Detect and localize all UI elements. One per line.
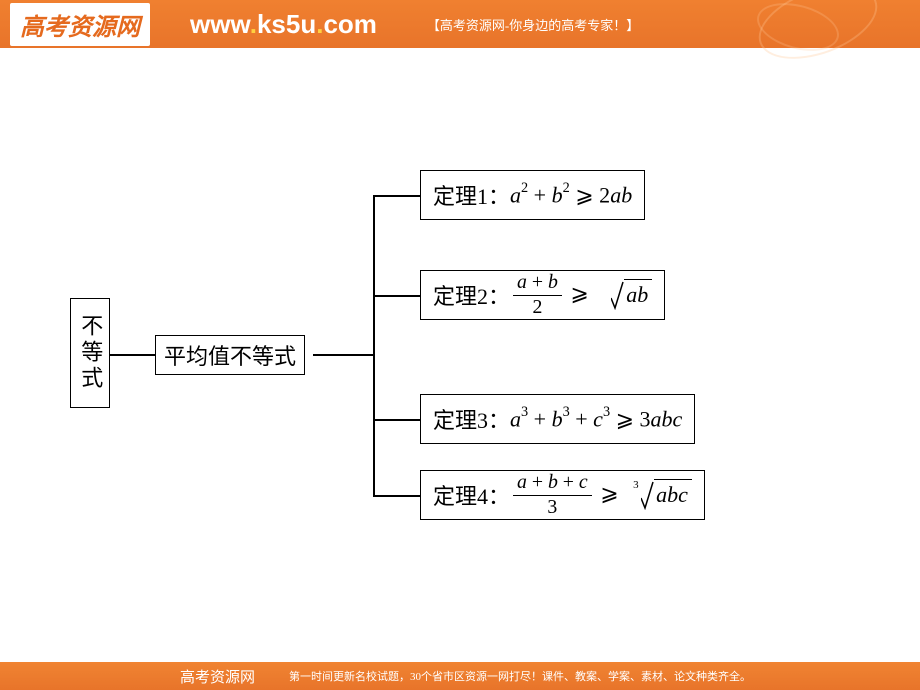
theorem-1-node: 定理1： a2 + b2 ⩾ 2ab (420, 170, 645, 220)
connector-line (373, 419, 420, 421)
theorem-2-label: 定理2： (433, 279, 510, 311)
tree-diagram: 不等式 平均值不等式 定理1： a2 + b2 ⩾ 2ab 定理2： a + b… (70, 160, 890, 560)
connector-line (313, 354, 373, 356)
theorem-1-label: 定理1： (433, 179, 510, 211)
footer-text: 第一时间更新名校试题，30个省市区资源一网打尽！课件、教案、学案、素材、论文种类… (289, 668, 751, 684)
connector-line (373, 495, 420, 497)
header-bar: 高考资源网 www.ks5u.com 【高考资源网-你身边的高考专家！】 (0, 0, 920, 48)
logo-text: 高考资源网 (20, 15, 140, 41)
theorem-3-label: 定理3： (433, 403, 510, 435)
theorem-4-node: 定理4： a + b + c3 ⩾ 3 abc (420, 470, 705, 520)
connector-line (373, 295, 420, 297)
middle-label: 平均值不等式 (164, 339, 296, 371)
theorem-2-formula: a + b2 ⩾ ab (510, 273, 652, 318)
site-url: www.ks5u.com (190, 9, 377, 40)
root-label: 不等式 (77, 314, 103, 392)
theorem-3-formula: a3 + b3 + c3 ⩾ 3abc (510, 406, 682, 432)
theorem-2-node: 定理2： a + b2 ⩾ ab (420, 270, 665, 320)
theorem-3-node: 定理3： a3 + b3 + c3 ⩾ 3abc (420, 394, 695, 444)
footer-bar: 高考资源网 第一时间更新名校试题，30个省市区资源一网打尽！课件、教案、学案、素… (0, 662, 920, 690)
footer-logo: 高考资源网 (180, 666, 255, 687)
middle-node: 平均值不等式 (155, 335, 305, 375)
connector-line (110, 354, 155, 356)
connector-line (373, 195, 420, 197)
theorem-1-formula: a2 + b2 ⩾ 2ab (510, 182, 632, 208)
url-domain: ks5u (257, 9, 316, 39)
url-tld: com (323, 9, 376, 39)
url-www: www (190, 9, 250, 39)
header-tagline: 【高考资源网-你身边的高考专家！】 (427, 15, 639, 34)
theorem-4-formula: a + b + c3 ⩾ 3 abc (510, 473, 692, 518)
root-node: 不等式 (70, 298, 110, 408)
theorem-4-label: 定理4： (433, 479, 510, 511)
logo-box: 高考资源网 (10, 3, 150, 46)
connector-line (373, 195, 375, 495)
